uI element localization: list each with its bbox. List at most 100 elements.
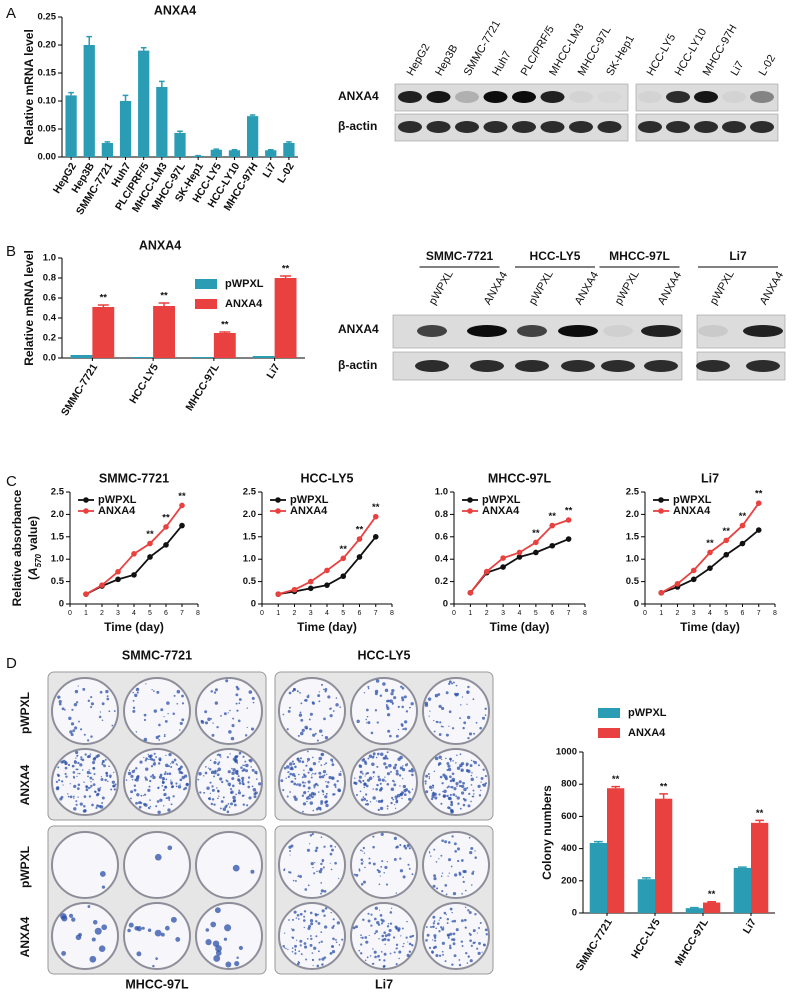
colony [401,705,404,709]
colony [397,757,401,761]
colony [449,757,452,761]
error-bar [104,141,111,143]
colony [57,695,61,699]
colony [139,760,143,764]
colony [125,779,128,781]
colony [460,940,464,943]
colony [73,797,75,799]
colony [235,702,238,705]
colony [386,751,389,754]
colony [448,710,452,714]
well [422,748,490,816]
colony [232,717,235,720]
colony [302,810,304,813]
colony [485,933,488,936]
colony [453,787,457,791]
colony [383,762,387,766]
data-point [163,542,169,548]
colony [368,754,373,758]
colony [372,962,375,965]
colony [449,944,452,947]
colony [210,690,213,693]
colony [408,950,412,953]
colony [430,855,432,857]
colony [294,944,297,948]
colony [321,734,324,737]
colony [309,919,314,923]
x-tick-label: L-02 [275,161,297,186]
y-tick-label: 1000 [556,747,577,758]
colony [325,780,327,783]
colony [435,695,437,697]
colony [440,854,443,857]
colony [462,876,464,878]
colony [81,758,85,762]
colony [101,796,105,800]
y-tick-label: 1.5 [626,531,640,542]
colony [386,807,389,810]
y-tick-label: 200 [561,875,577,886]
colony [222,807,227,812]
colony [202,775,205,777]
colony [386,713,391,717]
data-point [658,590,665,596]
colony [362,880,366,884]
data-point [674,581,681,587]
colony [302,919,306,922]
colony [403,695,407,699]
colony [408,942,412,946]
colony [463,787,467,792]
colony [101,801,104,804]
colony [133,788,137,792]
colony [449,932,453,936]
colony [354,781,358,785]
colony [388,928,392,933]
colony [92,919,98,925]
colony [108,710,111,713]
colony [377,778,382,782]
colony [401,778,404,780]
colony [309,943,313,947]
colony [369,955,372,957]
colony [452,793,456,797]
colony [459,763,463,768]
error-bar [177,130,183,133]
colony [306,695,310,699]
colony [382,756,386,760]
colony [434,756,439,761]
colony [220,714,222,717]
row-label: β-actin [338,119,377,133]
x-tick-label: 6 [164,610,168,617]
colony [318,958,321,961]
colony [64,763,67,765]
colony [298,874,300,876]
colony [470,846,474,850]
colony [137,801,141,805]
colony [460,791,465,795]
colony [338,772,342,777]
colony [479,921,482,925]
colony [383,937,387,941]
colony [459,753,462,756]
well [51,902,119,970]
colony [324,688,328,691]
colony [158,775,163,779]
x-tick-label: 1 [84,610,88,617]
colony [76,787,80,790]
colony [293,910,297,914]
colony [55,780,58,783]
data-point [739,522,746,529]
blot-band [722,121,746,133]
colony [176,689,181,694]
error-bar [68,91,74,96]
colony [438,954,442,957]
colony [467,909,470,912]
bar [703,902,721,913]
colony [450,760,452,762]
bar [101,143,114,157]
data-point [533,549,539,556]
colony [102,760,105,762]
colony [312,701,315,705]
colony [298,961,300,964]
legend-swatch [598,728,620,738]
